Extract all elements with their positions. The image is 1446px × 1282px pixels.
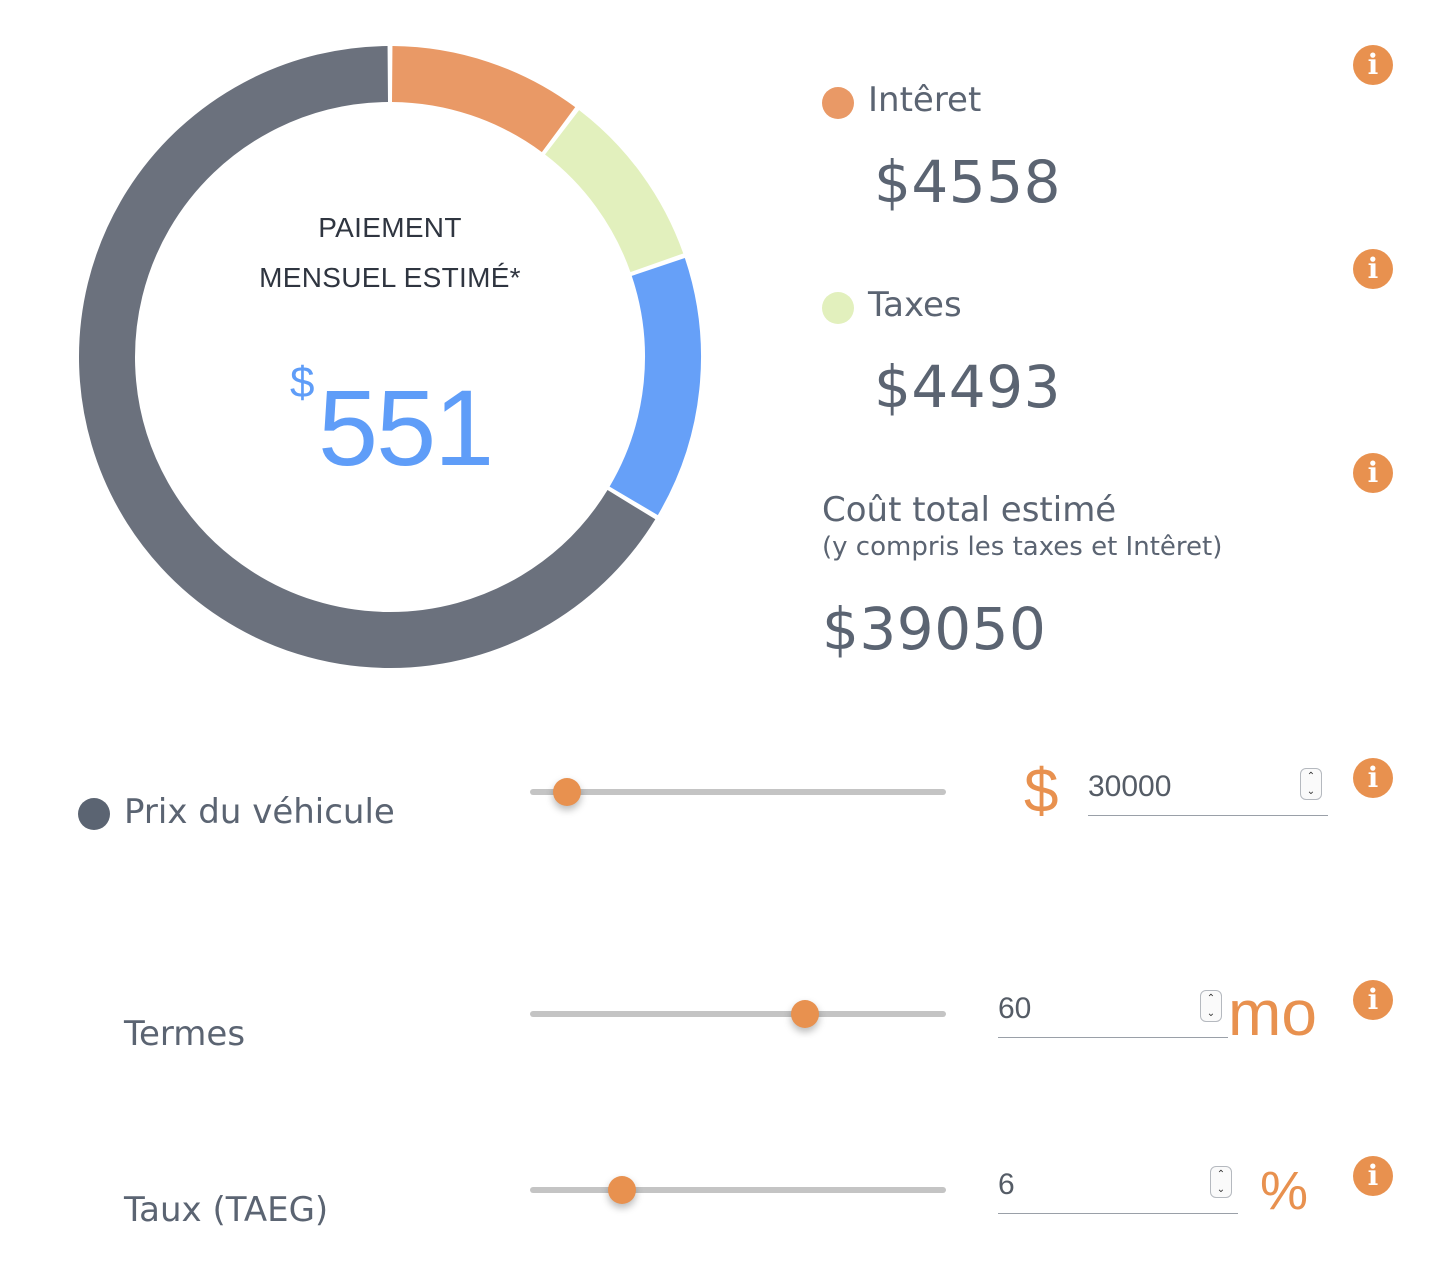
term-slider-thumb[interactable] [790,1000,819,1028]
donut-caption-line2: MENSUEL ESTIMÉ* [259,262,521,293]
total-cost-subtitle: (y compris les taxes et Intêret) [822,532,1223,562]
total-cost-title: Coût total estimé [822,490,1117,530]
rate-unit: % [1260,1161,1309,1221]
taxes-value: $4493 [874,353,1062,421]
interest-slice [391,46,576,153]
info-icon[interactable]: i [1353,980,1393,1020]
spinner-up-icon[interactable]: ⌃ [1306,771,1316,782]
total-cost-value: $39050 [822,595,1047,663]
term-input[interactable]: 60 ⌃ ⌄ [998,982,1228,1038]
price-legend-dot [78,798,110,830]
term-unit: mo [1228,977,1317,1049]
info-icon[interactable]: i [1353,453,1393,493]
term-slider[interactable] [530,1000,946,1028]
term-spinner[interactable]: ⌃ ⌄ [1200,990,1222,1022]
price-unit: $ [1024,757,1059,826]
interest-label: Intêret [868,80,982,120]
price-input[interactable]: 30000 ⌃ ⌄ [1088,760,1328,816]
spinner-up-icon[interactable]: ⌃ [1206,993,1216,1004]
payment-donut-chart [79,46,701,668]
spinner-down-icon[interactable]: ⌄ [1206,1008,1216,1019]
rate-spinner[interactable]: ⌃ ⌄ [1210,1166,1232,1198]
taxes-slice [544,110,684,273]
monthly-payment-value: 551 [318,367,494,488]
price-label: Prix du véhicule [124,792,395,832]
info-icon[interactable]: i [1353,249,1393,289]
principal-slice [79,46,656,668]
rate-input-value[interactable]: 6 [998,1168,1015,1201]
rate-slider-thumb[interactable] [607,1176,636,1204]
taxes-label: Taxes [868,285,962,325]
spinner-down-icon[interactable]: ⌄ [1306,786,1316,797]
spinner-up-icon[interactable]: ⌃ [1216,1169,1226,1180]
price-slider-thumb[interactable] [553,778,582,806]
donut-caption-line1: PAIEMENT [318,212,462,243]
price-slider[interactable] [530,778,946,806]
term-input-value[interactable]: 60 [998,992,1032,1025]
taxes-legend-dot [822,292,854,324]
info-icon[interactable]: i [1353,45,1393,85]
info-icon[interactable]: i [1353,1156,1393,1196]
price-spinner[interactable]: ⌃ ⌄ [1300,768,1322,800]
term-label: Termes [124,1014,246,1054]
price-input-value[interactable]: 30000 [1088,770,1172,803]
spinner-down-icon[interactable]: ⌄ [1216,1184,1226,1195]
rate-label: Taux (TAEG) [124,1190,329,1230]
interest-legend-dot [822,87,854,119]
info-icon[interactable]: i [1353,758,1393,798]
payment-currency-symbol: $ [290,358,315,407]
payment-slice [609,258,701,516]
rate-slider[interactable] [530,1176,946,1204]
rate-input[interactable]: 6 ⌃ ⌄ [998,1158,1238,1214]
interest-value: $4558 [874,148,1062,216]
